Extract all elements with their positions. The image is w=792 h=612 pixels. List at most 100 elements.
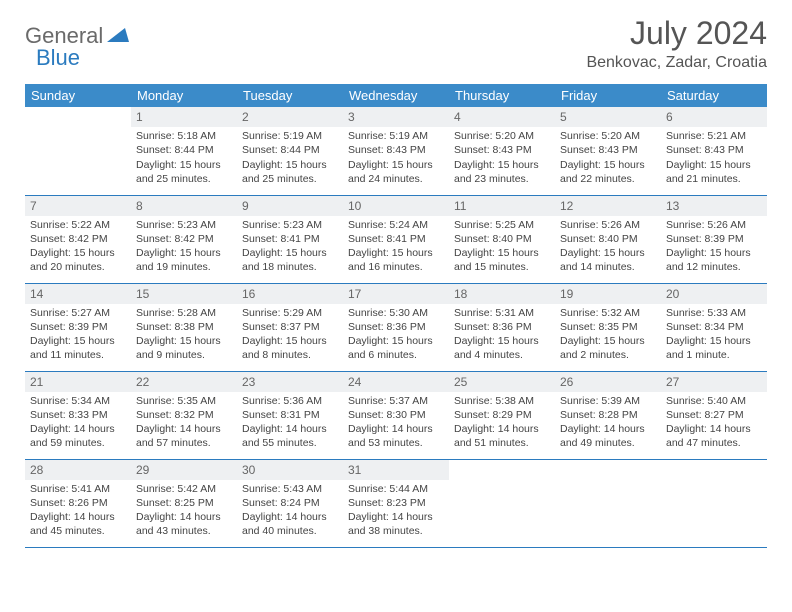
day-number: 12 [555,196,661,216]
sunrise-text: Sunrise: 5:35 AM [136,394,232,408]
day-number: 29 [131,460,237,480]
calendar-cell: 11Sunrise: 5:25 AMSunset: 8:40 PMDayligh… [449,195,555,283]
sunset-text: Sunset: 8:38 PM [136,320,232,334]
day-body: Sunrise: 5:20 AMSunset: 8:43 PMDaylight:… [449,127,555,190]
day-body: Sunrise: 5:40 AMSunset: 8:27 PMDaylight:… [661,392,767,455]
sunrise-text: Sunrise: 5:24 AM [348,218,444,232]
day-number: 5 [555,107,661,127]
calendar-cell: 27Sunrise: 5:40 AMSunset: 8:27 PMDayligh… [661,371,767,459]
calendar-cell: 9Sunrise: 5:23 AMSunset: 8:41 PMDaylight… [237,195,343,283]
daylight-text: Daylight: 15 hours and 24 minutes. [348,158,444,186]
daylight-text: Daylight: 15 hours and 16 minutes. [348,246,444,274]
day-body: Sunrise: 5:41 AMSunset: 8:26 PMDaylight:… [25,480,131,543]
daylight-text: Daylight: 14 hours and 45 minutes. [30,510,126,538]
daylight-text: Daylight: 14 hours and 43 minutes. [136,510,232,538]
sunset-text: Sunset: 8:24 PM [242,496,338,510]
day-body: Sunrise: 5:21 AMSunset: 8:43 PMDaylight:… [661,127,767,190]
calendar-cell: 19Sunrise: 5:32 AMSunset: 8:35 PMDayligh… [555,283,661,371]
location: Benkovac, Zadar, Croatia [586,54,767,72]
sunset-text: Sunset: 8:25 PM [136,496,232,510]
sunrise-text: Sunrise: 5:39 AM [560,394,656,408]
sunrise-text: Sunrise: 5:33 AM [666,306,762,320]
day-number: 30 [237,460,343,480]
day-number [661,460,767,480]
sunset-text: Sunset: 8:39 PM [666,232,762,246]
day-body: Sunrise: 5:43 AMSunset: 8:24 PMDaylight:… [237,480,343,543]
daylight-text: Daylight: 14 hours and 38 minutes. [348,510,444,538]
sunset-text: Sunset: 8:36 PM [454,320,550,334]
calendar-cell: 29 Sunrise: 5:42 AMSunset: 8:25 PMDayligh… [131,459,237,547]
weekday-header: Sunday [25,84,131,107]
day-body: Sunrise: 5:36 AMSunset: 8:31 PMDaylight:… [237,392,343,455]
daylight-text: Daylight: 15 hours and 12 minutes. [666,246,762,274]
calendar-cell: 2Sunrise: 5:19 AMSunset: 8:44 PMDaylight… [237,107,343,195]
calendar-cell: 23Sunrise: 5:36 AMSunset: 8:31 PMDayligh… [237,371,343,459]
sunset-text: Sunset: 8:26 PM [30,496,126,510]
sunset-text: Sunset: 8:27 PM [666,408,762,422]
weekday-header: Thursday [449,84,555,107]
day-body: Sunrise: 5:33 AMSunset: 8:34 PMDaylight:… [661,304,767,367]
day-body: Sunrise: 5:19 AMSunset: 8:43 PMDaylight:… [343,127,449,190]
calendar-cell: 1Sunrise: 5:18 AMSunset: 8:44 PMDaylight… [131,107,237,195]
day-number: 13 [661,196,767,216]
day-number: 9 [237,196,343,216]
sunrise-text: Sunrise: 5:32 AM [560,306,656,320]
calendar-cell [25,107,131,195]
sunrise-text: Sunrise: 5:20 AM [560,129,656,143]
sunrise-text: Sunrise: 5:31 AM [454,306,550,320]
sunrise-text: Sunrise: 5:20 AM [454,129,550,143]
calendar-cell [449,459,555,547]
sunrise-text: Sunrise: 5:19 AM [348,129,444,143]
daylight-text: Daylight: 15 hours and 14 minutes. [560,246,656,274]
sunrise-text: Sunrise: 5:28 AM [136,306,232,320]
sunrise-text: Sunrise: 5:26 AM [560,218,656,232]
day-number: 21 [25,372,131,392]
calendar-cell: 8Sunrise: 5:23 AMSunset: 8:42 PMDaylight… [131,195,237,283]
sunrise-text: Sunrise: 5:23 AM [242,218,338,232]
calendar-week-row: 28Sunrise: 5:41 AMSunset: 8:26 PMDayligh… [25,459,767,547]
calendar-cell: 17Sunrise: 5:30 AMSunset: 8:36 PMDayligh… [343,283,449,371]
sunrise-text: Sunrise: 5:36 AM [242,394,338,408]
day-body: Sunrise: 5:39 AMSunset: 8:28 PMDaylight:… [555,392,661,455]
daylight-text: Daylight: 14 hours and 47 minutes. [666,422,762,450]
sunrise-text: Sunrise: 5:42 AM [136,482,232,496]
day-body: Sunrise: 5:38 AMSunset: 8:29 PMDaylight:… [449,392,555,455]
daylight-text: Daylight: 14 hours and 53 minutes. [348,422,444,450]
calendar-week-row: 14Sunrise: 5:27 AMSunset: 8:39 PMDayligh… [25,283,767,371]
daylight-text: Daylight: 15 hours and 8 minutes. [242,334,338,362]
day-number: 23 [237,372,343,392]
weekday-header: Saturday [661,84,767,107]
sunset-text: Sunset: 8:30 PM [348,408,444,422]
day-body: Sunrise: 5:26 AMSunset: 8:40 PMDaylight:… [555,216,661,279]
brand-triangle-icon [107,26,129,47]
day-body: Sunrise: 5:31 AMSunset: 8:36 PMDaylight:… [449,304,555,367]
calendar-cell: 20Sunrise: 5:33 AMSunset: 8:34 PMDayligh… [661,283,767,371]
sunset-text: Sunset: 8:43 PM [454,143,550,157]
day-body: Sunrise: 5:23 AMSunset: 8:42 PMDaylight:… [131,216,237,279]
sunrise-text: Sunrise: 5:22 AM [30,218,126,232]
daylight-text: Daylight: 15 hours and 21 minutes. [666,158,762,186]
day-number: 28 [25,460,131,480]
sunrise-text: Sunrise: 5:19 AM [242,129,338,143]
calendar-cell: 16Sunrise: 5:29 AMSunset: 8:37 PMDayligh… [237,283,343,371]
calendar-cell: 26Sunrise: 5:39 AMSunset: 8:28 PMDayligh… [555,371,661,459]
day-number: 11 [449,196,555,216]
sunset-text: Sunset: 8:23 PM [348,496,444,510]
day-number: 20 [661,284,767,304]
sunset-text: Sunset: 8:34 PM [666,320,762,334]
sunset-text: Sunset: 8:31 PM [242,408,338,422]
sunrise-text: Sunrise: 5:27 AM [30,306,126,320]
sunset-text: Sunset: 8:35 PM [560,320,656,334]
day-number: 15 [131,284,237,304]
calendar-cell: 13Sunrise: 5:26 AMSunset: 8:39 PMDayligh… [661,195,767,283]
sunset-text: Sunset: 8:42 PM [30,232,126,246]
day-number [555,460,661,480]
calendar-cell: 31Sunrise: 5:44 AMSunset: 8:23 PMDayligh… [343,459,449,547]
day-number: 2 [237,107,343,127]
sunrise-text: Sunrise: 5:44 AM [348,482,444,496]
calendar-cell: 21Sunrise: 5:34 AMSunset: 8:33 PMDayligh… [25,371,131,459]
day-number: 16 [237,284,343,304]
daylight-text: Daylight: 15 hours and 15 minutes. [454,246,550,274]
calendar-cell: 24Sunrise: 5:37 AMSunset: 8:30 PMDayligh… [343,371,449,459]
day-number: 22 [131,372,237,392]
